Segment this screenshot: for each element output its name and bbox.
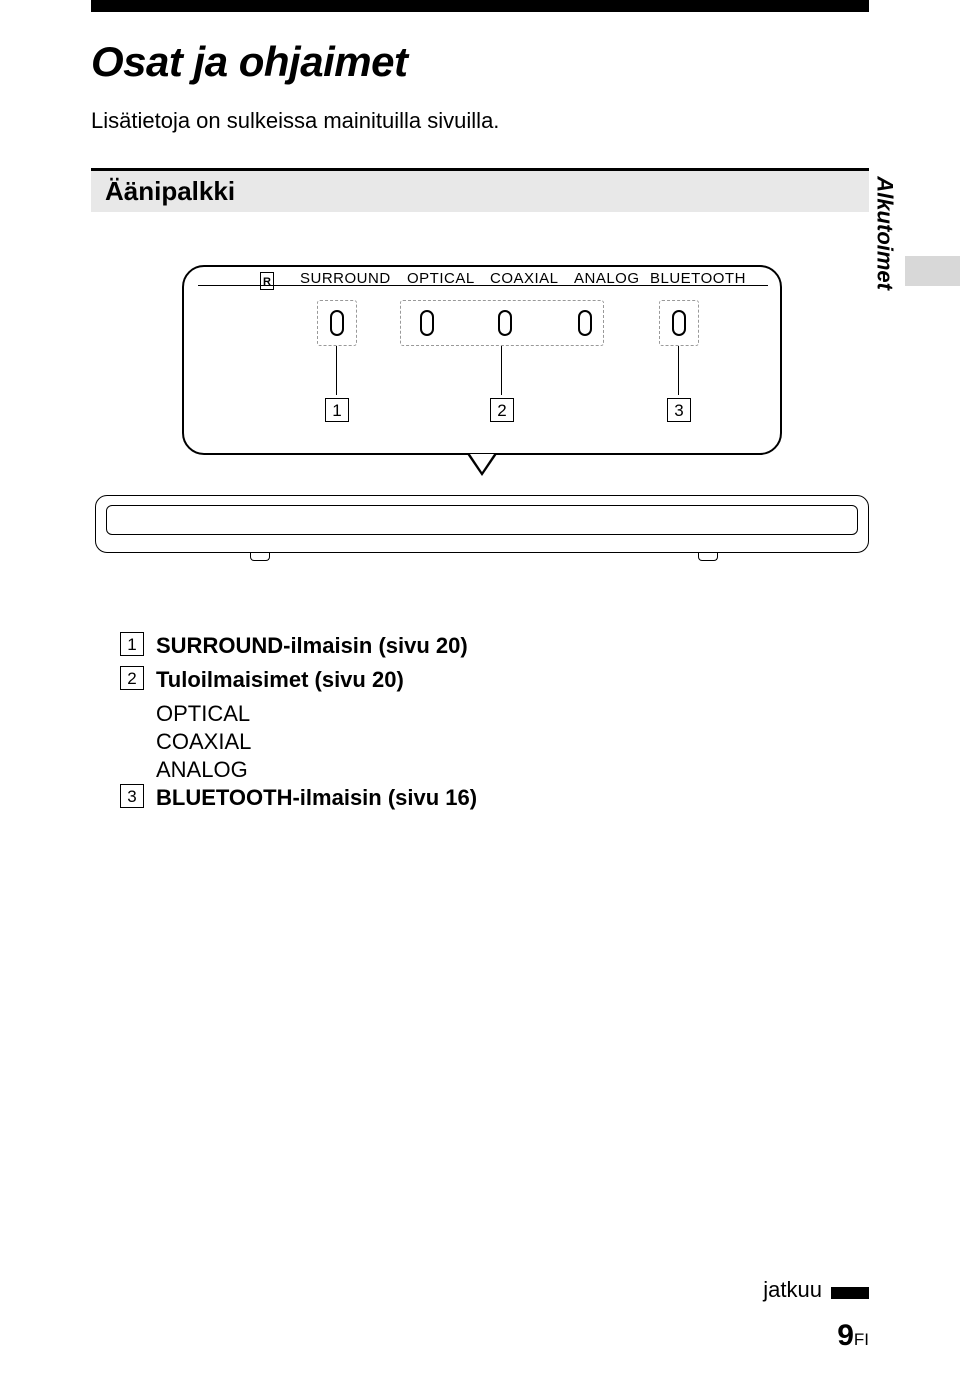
legend-subitem: OPTICAL bbox=[156, 700, 477, 728]
leader-line bbox=[501, 346, 502, 395]
continue-bar bbox=[831, 1287, 869, 1299]
side-tab bbox=[905, 256, 960, 286]
ir-receiver-icon: R bbox=[260, 272, 274, 290]
indicator-label: COAXIAL bbox=[490, 270, 559, 287]
leader-line bbox=[336, 346, 337, 395]
legend-list: 1 SURROUND-ilmaisin (sivu 20) 2 Tuloilmaisi… bbox=[120, 632, 477, 818]
callout-number: 2 bbox=[490, 398, 514, 422]
side-section-label: Alkutoimet bbox=[872, 176, 898, 290]
legend-number: 2 bbox=[120, 666, 144, 690]
callout-panel bbox=[182, 265, 782, 455]
callout-highlight bbox=[317, 300, 357, 346]
page-title: Osat ja ohjaimet bbox=[91, 38, 407, 86]
legend-item: 1 SURROUND-ilmaisin (sivu 20) bbox=[120, 632, 477, 660]
leader-line bbox=[678, 346, 679, 395]
section-header: Äänipalkki bbox=[91, 168, 869, 212]
page-number-value: 9 bbox=[837, 1319, 854, 1352]
indicator-label: OPTICAL bbox=[407, 270, 475, 287]
section-header-text: Äänipalkki bbox=[105, 176, 235, 207]
page-number-suffix: FI bbox=[854, 1330, 869, 1349]
legend-item: 2 Tuloilmaisimet (sivu 20) bbox=[120, 666, 477, 694]
top-black-bar bbox=[91, 0, 869, 12]
callout-pointer-inner bbox=[470, 454, 494, 472]
page-subtitle: Lisätietoja on sulkeissa mainituilla siv… bbox=[91, 108, 499, 134]
legend-subitem: ANALOG bbox=[156, 756, 477, 784]
indicator-label: SURROUND bbox=[300, 270, 391, 287]
indicator-label: ANALOG bbox=[574, 270, 640, 287]
soundbar-grille bbox=[106, 505, 858, 535]
legend-number: 1 bbox=[120, 632, 144, 656]
legend-title: BLUETOOTH-ilmaisin (sivu 16) bbox=[156, 784, 477, 812]
callout-highlight bbox=[400, 300, 604, 346]
page-number: 9FI bbox=[837, 1319, 869, 1353]
legend-title: SURROUND-ilmaisin (sivu 20) bbox=[156, 632, 468, 660]
soundbar-foot bbox=[250, 553, 270, 561]
continue-label: jatkuu bbox=[763, 1277, 822, 1303]
soundbar-foot bbox=[698, 553, 718, 561]
callout-number: 3 bbox=[667, 398, 691, 422]
legend-subitem: COAXIAL bbox=[156, 728, 477, 756]
legend-item: 3 BLUETOOTH-ilmaisin (sivu 16) bbox=[120, 784, 477, 812]
callout-highlight bbox=[659, 300, 699, 346]
legend-title: Tuloilmaisimet (sivu 20) bbox=[156, 666, 404, 694]
legend-number: 3 bbox=[120, 784, 144, 808]
callout-number: 1 bbox=[325, 398, 349, 422]
indicator-label: BLUETOOTH bbox=[650, 270, 746, 287]
